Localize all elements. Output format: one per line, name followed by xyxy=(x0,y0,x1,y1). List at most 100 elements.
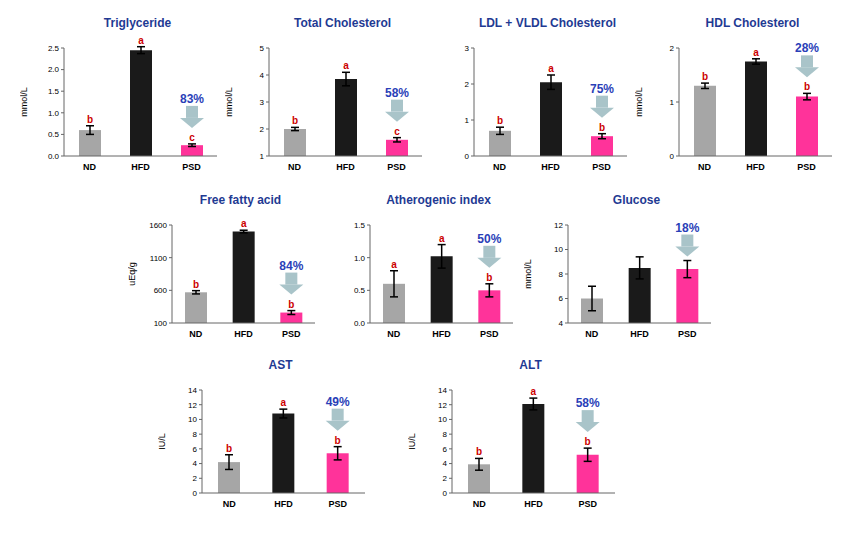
svg-text:mmol/L: mmol/L xyxy=(20,87,29,117)
svg-text:ND: ND xyxy=(473,499,486,509)
svg-text:a: a xyxy=(439,233,445,244)
svg-text:1600: 1600 xyxy=(149,221,167,230)
svg-text:8: 8 xyxy=(443,430,448,439)
svg-text:b: b xyxy=(292,115,298,126)
svg-text:2: 2 xyxy=(670,44,675,53)
svg-text:HFD: HFD xyxy=(131,162,150,172)
svg-text:0: 0 xyxy=(465,152,470,161)
svg-text:84%: 84% xyxy=(279,259,303,273)
svg-text:1100: 1100 xyxy=(150,254,168,263)
svg-text:0.5: 0.5 xyxy=(48,130,60,139)
svg-text:8: 8 xyxy=(193,430,198,439)
svg-text:PSD: PSD xyxy=(480,329,499,339)
svg-text:2: 2 xyxy=(443,474,448,483)
svg-text:ND: ND xyxy=(83,162,96,172)
svg-text:58%: 58% xyxy=(576,396,600,410)
svg-text:0.0: 0.0 xyxy=(354,319,366,328)
svg-text:0: 0 xyxy=(670,152,675,161)
svg-text:100: 100 xyxy=(154,319,168,328)
svg-text:600: 600 xyxy=(154,286,168,295)
svg-text:ND: ND xyxy=(493,162,506,172)
svg-text:1.0: 1.0 xyxy=(354,254,366,263)
svg-text:PSD: PSD xyxy=(678,329,697,339)
svg-text:a: a xyxy=(241,218,247,229)
svg-text:a: a xyxy=(753,47,759,58)
svg-text:0: 0 xyxy=(193,489,198,498)
svg-text:1.5: 1.5 xyxy=(354,221,366,230)
svg-text:b: b xyxy=(599,122,605,133)
svg-text:6: 6 xyxy=(443,445,448,454)
svg-text:4: 4 xyxy=(193,459,198,468)
svg-text:10: 10 xyxy=(188,415,197,424)
svg-text:5: 5 xyxy=(260,44,265,53)
svg-text:1.5: 1.5 xyxy=(48,87,60,96)
svg-text:ND: ND xyxy=(387,329,400,339)
svg-text:b: b xyxy=(804,81,810,92)
svg-text:75%: 75% xyxy=(590,82,614,96)
svg-text:PSD: PSD xyxy=(592,162,611,172)
svg-text:b: b xyxy=(193,279,199,290)
svg-text:0.0: 0.0 xyxy=(48,152,60,161)
svg-text:1: 1 xyxy=(670,98,675,107)
svg-text:PSD: PSD xyxy=(579,499,598,509)
svg-text:14: 14 xyxy=(188,386,197,395)
svg-text:0.5: 0.5 xyxy=(354,286,366,295)
svg-text:PSD: PSD xyxy=(329,499,348,509)
svg-text:a: a xyxy=(281,397,287,408)
svg-text:10: 10 xyxy=(438,415,447,424)
svg-text:HFD: HFD xyxy=(432,329,451,339)
svg-text:8: 8 xyxy=(559,270,564,279)
svg-text:2: 2 xyxy=(465,80,470,89)
svg-text:4: 4 xyxy=(559,319,564,328)
svg-text:1.0: 1.0 xyxy=(48,109,60,118)
svg-text:0: 0 xyxy=(443,489,448,498)
svg-text:14: 14 xyxy=(438,386,447,395)
svg-text:HFD: HFD xyxy=(630,329,649,339)
svg-text:a: a xyxy=(138,35,144,46)
svg-text:a: a xyxy=(531,386,537,397)
svg-text:b: b xyxy=(702,71,708,82)
svg-text:HFD: HFD xyxy=(336,162,355,172)
svg-text:12: 12 xyxy=(554,221,563,230)
svg-text:HFD: HFD xyxy=(746,162,765,172)
svg-text:a: a xyxy=(548,63,554,74)
svg-text:a: a xyxy=(391,259,397,270)
svg-text:2.5: 2.5 xyxy=(48,44,60,53)
svg-text:1: 1 xyxy=(260,152,265,161)
svg-text:c: c xyxy=(189,132,195,143)
svg-text:uEq/g: uEq/g xyxy=(128,262,137,286)
svg-text:3: 3 xyxy=(465,44,470,53)
svg-text:6: 6 xyxy=(193,445,198,454)
svg-text:PSD: PSD xyxy=(182,162,201,172)
svg-text:b: b xyxy=(476,446,482,457)
svg-text:HFD: HFD xyxy=(234,329,253,339)
svg-text:ND: ND xyxy=(585,329,598,339)
svg-text:83%: 83% xyxy=(180,92,204,106)
svg-text:HFD: HFD xyxy=(541,162,560,172)
svg-text:ND: ND xyxy=(189,329,202,339)
svg-text:12: 12 xyxy=(188,401,197,410)
svg-text:2: 2 xyxy=(260,125,265,134)
svg-text:a: a xyxy=(343,60,349,71)
svg-text:ND: ND xyxy=(698,162,711,172)
svg-text:b: b xyxy=(585,436,591,447)
svg-text:3: 3 xyxy=(260,98,265,107)
svg-text:58%: 58% xyxy=(385,86,409,100)
svg-text:28%: 28% xyxy=(795,41,819,55)
svg-text:PSD: PSD xyxy=(387,162,406,172)
svg-text:12: 12 xyxy=(438,401,447,410)
svg-text:HFD: HFD xyxy=(524,499,543,509)
svg-text:ND: ND xyxy=(288,162,301,172)
svg-text:b: b xyxy=(226,443,232,454)
svg-text:6: 6 xyxy=(559,294,564,303)
svg-text:PSD: PSD xyxy=(797,162,816,172)
svg-text:HFD: HFD xyxy=(274,499,293,509)
svg-text:mmol/L: mmol/L xyxy=(635,87,644,117)
svg-text:b: b xyxy=(497,115,503,126)
svg-text:mmol/L: mmol/L xyxy=(225,87,234,117)
svg-text:c: c xyxy=(394,126,400,137)
svg-text:1: 1 xyxy=(465,116,470,125)
svg-text:10: 10 xyxy=(554,245,563,254)
svg-text:49%: 49% xyxy=(326,395,350,409)
svg-text:b: b xyxy=(486,272,492,283)
